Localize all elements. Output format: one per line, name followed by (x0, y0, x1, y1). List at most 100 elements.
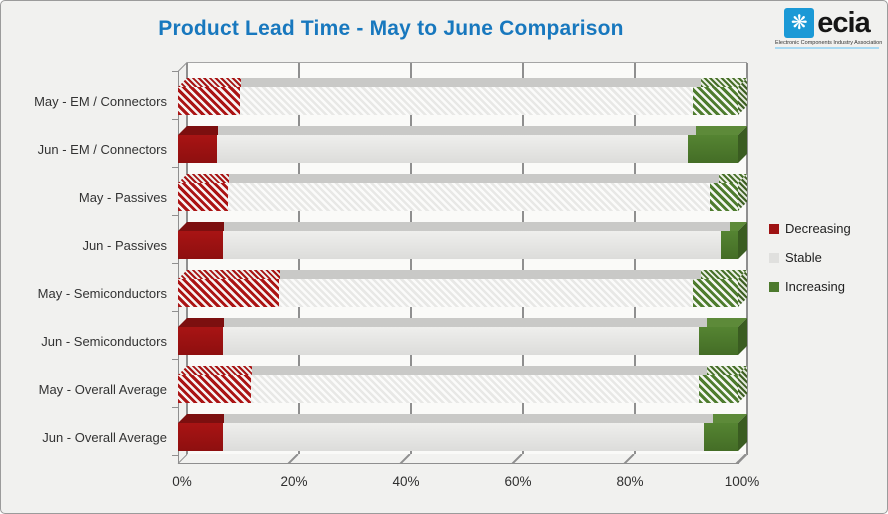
gridline (522, 63, 524, 455)
legend-item-stable: Stable (769, 250, 851, 265)
bar-top-segment (701, 270, 747, 279)
x-axis-tick-label: 0% (172, 474, 192, 489)
bar-segment-decreasing (178, 231, 223, 259)
bar-front-face (178, 375, 738, 403)
gridline (634, 63, 636, 455)
bar-front-face (178, 423, 738, 451)
bar-side-face (738, 174, 747, 211)
y-axis-tick (172, 263, 178, 264)
y-axis-tick (172, 119, 178, 120)
bar-segment-decreasing (178, 279, 279, 307)
bar-segment-decreasing (178, 423, 223, 451)
legend-swatch (769, 281, 779, 292)
bar-front-face (178, 135, 738, 163)
bar-series-area (178, 71, 747, 463)
x-axis-tick-label: 40% (392, 474, 420, 489)
bar-top-face (178, 126, 747, 135)
y-axis-tick (172, 407, 178, 408)
x-axis-tick-label: 100% (724, 474, 760, 489)
gridline (186, 63, 188, 455)
bar-top-face (178, 78, 747, 87)
bar-segment-decreasing (178, 183, 229, 211)
stacked-bar (178, 174, 747, 211)
legend-item-increasing: Increasing (769, 279, 851, 294)
y-axis-tick (172, 167, 178, 168)
bar-segment-increasing (704, 423, 738, 451)
bar-segment-increasing (693, 87, 738, 115)
bar-top-segment (695, 126, 747, 135)
y-axis-tick (172, 215, 178, 216)
category-label: Jun - Overall Average (42, 429, 167, 445)
category-label: Jun - EM / Connectors (37, 141, 167, 157)
category-label: May - Semiconductors (37, 285, 167, 301)
bar-segment-stable (250, 375, 699, 403)
category-label: Jun - Semiconductors (41, 333, 167, 349)
bar-top-face (178, 270, 747, 279)
bar-top-segment (217, 126, 696, 135)
y-axis-line (178, 71, 179, 464)
legend-label: Decreasing (785, 221, 851, 236)
ecia-logo: ❋ ecia Electronic Components Industry As… (775, 8, 882, 49)
bar-top-face (178, 222, 747, 231)
bar-top-segment (229, 174, 719, 183)
bar-top-segment (707, 318, 747, 327)
bar-segment-stable (278, 279, 694, 307)
bar-front-face (178, 183, 738, 211)
gridline (410, 63, 412, 455)
bar-segment-stable (222, 231, 722, 259)
gridline (298, 63, 300, 455)
bar-segment-stable (222, 423, 705, 451)
bar-segment-stable (228, 183, 710, 211)
stacked-bar (178, 270, 747, 307)
bar-top-segment (707, 366, 747, 375)
bar-segment-stable (222, 327, 699, 355)
bar-segment-decreasing (178, 375, 251, 403)
bar-top-segment (178, 366, 252, 375)
bar-side-face (738, 126, 747, 163)
bar-segment-increasing (687, 135, 738, 163)
bar-top-segment (223, 318, 708, 327)
gridline (746, 63, 748, 455)
plot-floor (178, 454, 747, 464)
ecia-flower-icon: ❋ (784, 8, 815, 38)
bar-side-face (738, 318, 747, 355)
category-label: May - EM / Connectors (34, 93, 167, 109)
chart-title: Product Lead Time - May to June Comparis… (158, 17, 624, 40)
bar-top-face (178, 366, 747, 375)
x-axis-line (178, 463, 739, 464)
bar-segment-increasing (693, 279, 738, 307)
bar-segment-increasing (698, 327, 738, 355)
bar-top-segment (240, 78, 702, 87)
category-label: May - Passives (78, 189, 167, 205)
bar-top-segment (223, 222, 730, 231)
bar-top-segment (729, 222, 747, 231)
bar-side-face (738, 270, 747, 307)
bar-front-face (178, 279, 738, 307)
bar-side-face (738, 222, 747, 259)
bar-segment-increasing (709, 183, 738, 211)
bar-segment-decreasing (178, 327, 223, 355)
y-axis-tick (172, 311, 178, 312)
x-axis-labels: 0% 20% 40% 60% 80% 100% (172, 474, 759, 494)
x-axis-tick-label: 80% (616, 474, 644, 489)
stacked-bar (178, 414, 747, 451)
bar-top-segment (223, 414, 713, 423)
ecia-underline-bar (775, 47, 879, 49)
ecia-logo-row: ❋ ecia (775, 8, 879, 38)
stacked-bar (178, 366, 747, 403)
bar-top-segment (701, 78, 747, 87)
bar-top-face (178, 318, 747, 327)
legend-label: Increasing (785, 279, 845, 294)
y-axis-tick (172, 455, 178, 456)
bar-segment-decreasing (178, 135, 218, 163)
bar-top-segment (718, 174, 747, 183)
stacked-bar (178, 318, 747, 355)
bar-top-segment (178, 318, 224, 327)
bar-side-face (738, 366, 747, 403)
ecia-logo-text: ecia (817, 6, 870, 39)
legend-label: Stable (785, 250, 822, 265)
x-axis-tick-label: 60% (504, 474, 532, 489)
bar-segment-increasing (721, 231, 738, 259)
bar-side-face (738, 78, 747, 115)
